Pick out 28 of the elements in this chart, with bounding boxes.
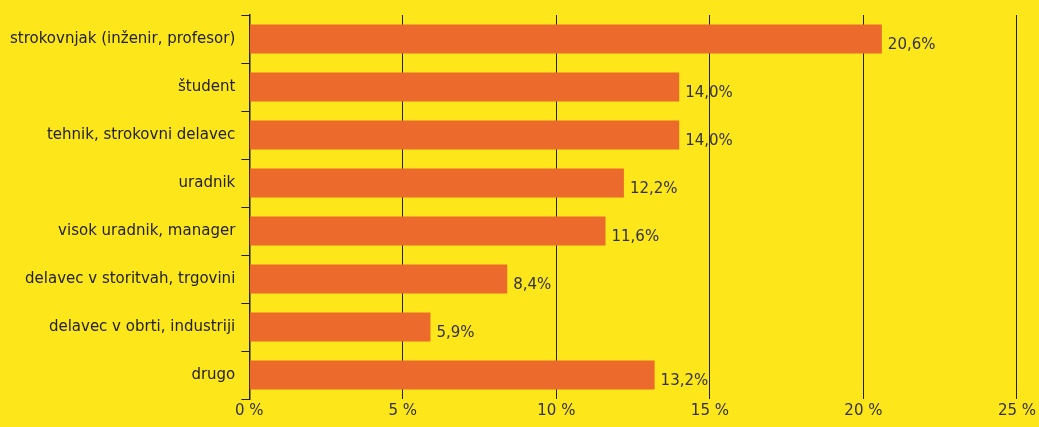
y-tick-label: delavec v obrti, industriji bbox=[48, 316, 236, 335]
data-label: 11,6% bbox=[611, 226, 660, 245]
data-label: 8,4% bbox=[513, 274, 552, 293]
x-tick-label: 25 % bbox=[997, 400, 1036, 419]
x-tick-label: 0 % bbox=[235, 400, 264, 419]
bar bbox=[249, 120, 680, 150]
y-tick-label: uradnik bbox=[178, 172, 236, 191]
x-tick-label: 20 % bbox=[844, 400, 883, 419]
x-tick-label: 5 % bbox=[388, 400, 418, 419]
bar bbox=[249, 168, 624, 198]
x-tick-label: 15 % bbox=[690, 400, 729, 419]
bar bbox=[249, 72, 680, 102]
bar bbox=[249, 24, 882, 54]
bar bbox=[249, 312, 431, 342]
y-tick-label: študent bbox=[177, 76, 236, 95]
y-tick-label: drugo bbox=[191, 364, 236, 383]
bar bbox=[249, 216, 606, 246]
y-tick-label: strokovnjak (inženir, profesor) bbox=[9, 28, 236, 47]
data-label: 13,2% bbox=[660, 370, 709, 389]
x-tick-label: 10 % bbox=[537, 400, 576, 419]
data-label: 5,9% bbox=[436, 322, 475, 341]
bar bbox=[249, 360, 655, 390]
y-tick-label: tehnik, strokovni delavec bbox=[46, 124, 236, 143]
data-label: 20,6% bbox=[887, 34, 936, 53]
y-tick-label: delavec v storitvah, trgovini bbox=[25, 268, 236, 287]
y-tick-label: visok uradnik, manager bbox=[58, 220, 237, 239]
data-label: 12,2% bbox=[629, 178, 678, 197]
bar bbox=[249, 264, 508, 294]
